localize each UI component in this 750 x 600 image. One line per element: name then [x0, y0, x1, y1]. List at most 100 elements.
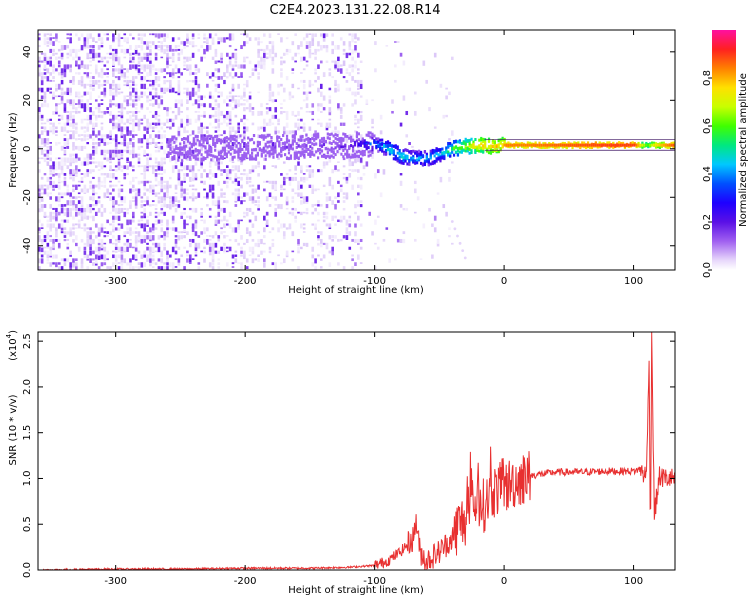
spectrogram-cell — [83, 145, 87, 149]
spectrogram-cell — [77, 95, 81, 99]
spectrogram-cell — [217, 103, 221, 108]
spectrogram-cell — [234, 188, 238, 192]
spectrogram-cell — [77, 79, 81, 85]
spectrogram-cell — [100, 126, 104, 131]
spectrogram-cell — [129, 227, 132, 232]
spectrogram-cell — [354, 211, 357, 215]
spectrogram-cell — [248, 176, 252, 180]
spectrogram-cell — [120, 184, 124, 187]
spectrogram-cell — [97, 72, 101, 77]
spectrogram-cell — [92, 149, 95, 154]
spectrogram-cell — [57, 266, 61, 270]
trace-cell — [445, 150, 448, 154]
spectrogram-cell — [137, 157, 141, 161]
spectrogram-cell — [177, 87, 181, 93]
spectrogram-cell — [52, 238, 55, 244]
spectrogram-cell — [166, 118, 169, 124]
trace-cell — [482, 137, 485, 141]
spectrogram-cell — [220, 52, 223, 58]
spectrogram-cell — [186, 258, 189, 263]
spectrogram-cell — [337, 169, 340, 172]
spectrogram-cell — [126, 99, 129, 104]
spectrogram-cell — [211, 95, 215, 100]
trace-cell — [406, 154, 409, 158]
spectrogram-cell — [268, 192, 272, 198]
spectrogram-cell — [66, 64, 70, 69]
spectrogram-cell — [359, 134, 363, 138]
spectrogram-ytick-label: 20 — [22, 94, 33, 107]
spectrogram-cell — [169, 126, 172, 130]
spectrogram-cell — [203, 114, 206, 118]
trace-cell — [375, 137, 378, 141]
spectrogram-cell — [225, 95, 229, 100]
trace-cell — [367, 141, 370, 145]
spectrogram-cell — [114, 246, 118, 251]
spectrogram-cell — [117, 103, 121, 109]
spectrogram-cell — [314, 204, 317, 206]
spectrogram-cell — [120, 169, 124, 172]
spectrogram-cell — [228, 60, 232, 66]
spectrogram-cell — [123, 231, 127, 236]
trace-cell — [326, 151, 329, 155]
spectrogram-cell — [134, 91, 138, 95]
spectrogram-cell — [191, 238, 195, 243]
spectrogram-cell — [134, 99, 138, 102]
spectrogram-cell — [314, 33, 317, 37]
spectrogram-cell — [217, 180, 221, 186]
spectrogram-cell — [251, 110, 255, 116]
spectrogram-cell — [89, 56, 92, 59]
spectrogram-cell — [243, 254, 246, 260]
trace-core — [553, 143, 556, 147]
colorbar-ticks: 0.00.20.40.60.8 — [702, 70, 713, 278]
spectrogram-cell — [317, 219, 320, 222]
colorbar-gradient — [712, 30, 736, 270]
spectrogram-cell — [280, 262, 283, 265]
spectrogram-cell — [263, 235, 266, 239]
trace-cell — [239, 157, 242, 161]
spectrogram-cell — [60, 126, 64, 131]
spectrogram-cell — [38, 258, 41, 264]
trace-cell — [419, 154, 423, 158]
spectrogram-cell — [163, 157, 166, 161]
spectrogram-cell — [94, 235, 98, 239]
spectrogram-cell — [92, 157, 95, 160]
spectrogram-cell — [342, 196, 346, 199]
spectrogram-cell — [75, 130, 78, 135]
spectrogram-cell — [348, 45, 352, 51]
spectrogram-cell — [80, 99, 84, 103]
trace-cell — [252, 148, 256, 152]
trace-cell — [227, 145, 230, 149]
spectrogram-cell — [120, 250, 124, 254]
trace-cell — [495, 145, 498, 149]
trace-cell — [229, 152, 232, 156]
spectrogram-cell — [240, 45, 243, 50]
trace-cell — [474, 145, 477, 149]
spectrogram-cell — [248, 103, 252, 108]
spectrogram-cell — [251, 246, 255, 251]
trace-cell — [293, 154, 296, 158]
spectrogram-cell — [123, 196, 127, 201]
trace-cell — [363, 153, 366, 157]
trace-core — [608, 143, 611, 147]
trace-cell — [276, 136, 279, 140]
trace-cell — [287, 157, 291, 161]
spectrogram-cell — [237, 219, 240, 225]
spectrogram-cell — [154, 95, 158, 98]
spectrogram-cell — [134, 258, 138, 261]
spectrogram-cell — [228, 56, 232, 60]
spectrogram-cell — [43, 130, 47, 133]
trace-cell — [318, 143, 322, 147]
spectrogram-cell — [200, 130, 203, 134]
spectrogram-cell — [288, 130, 292, 135]
spectrogram-cell — [46, 41, 50, 45]
spectrogram-cell — [57, 204, 61, 207]
spectrogram-cell — [57, 157, 61, 160]
spectrogram-cell — [345, 235, 349, 240]
spectrogram-cell — [311, 188, 315, 194]
spectrogram-cell — [211, 242, 215, 248]
spectrogram-cell — [357, 91, 360, 95]
spectrogram-cell — [240, 254, 243, 257]
spectrogram-cell — [49, 192, 52, 195]
spectrogram-cell — [188, 157, 192, 161]
trace-cell — [548, 145, 551, 149]
